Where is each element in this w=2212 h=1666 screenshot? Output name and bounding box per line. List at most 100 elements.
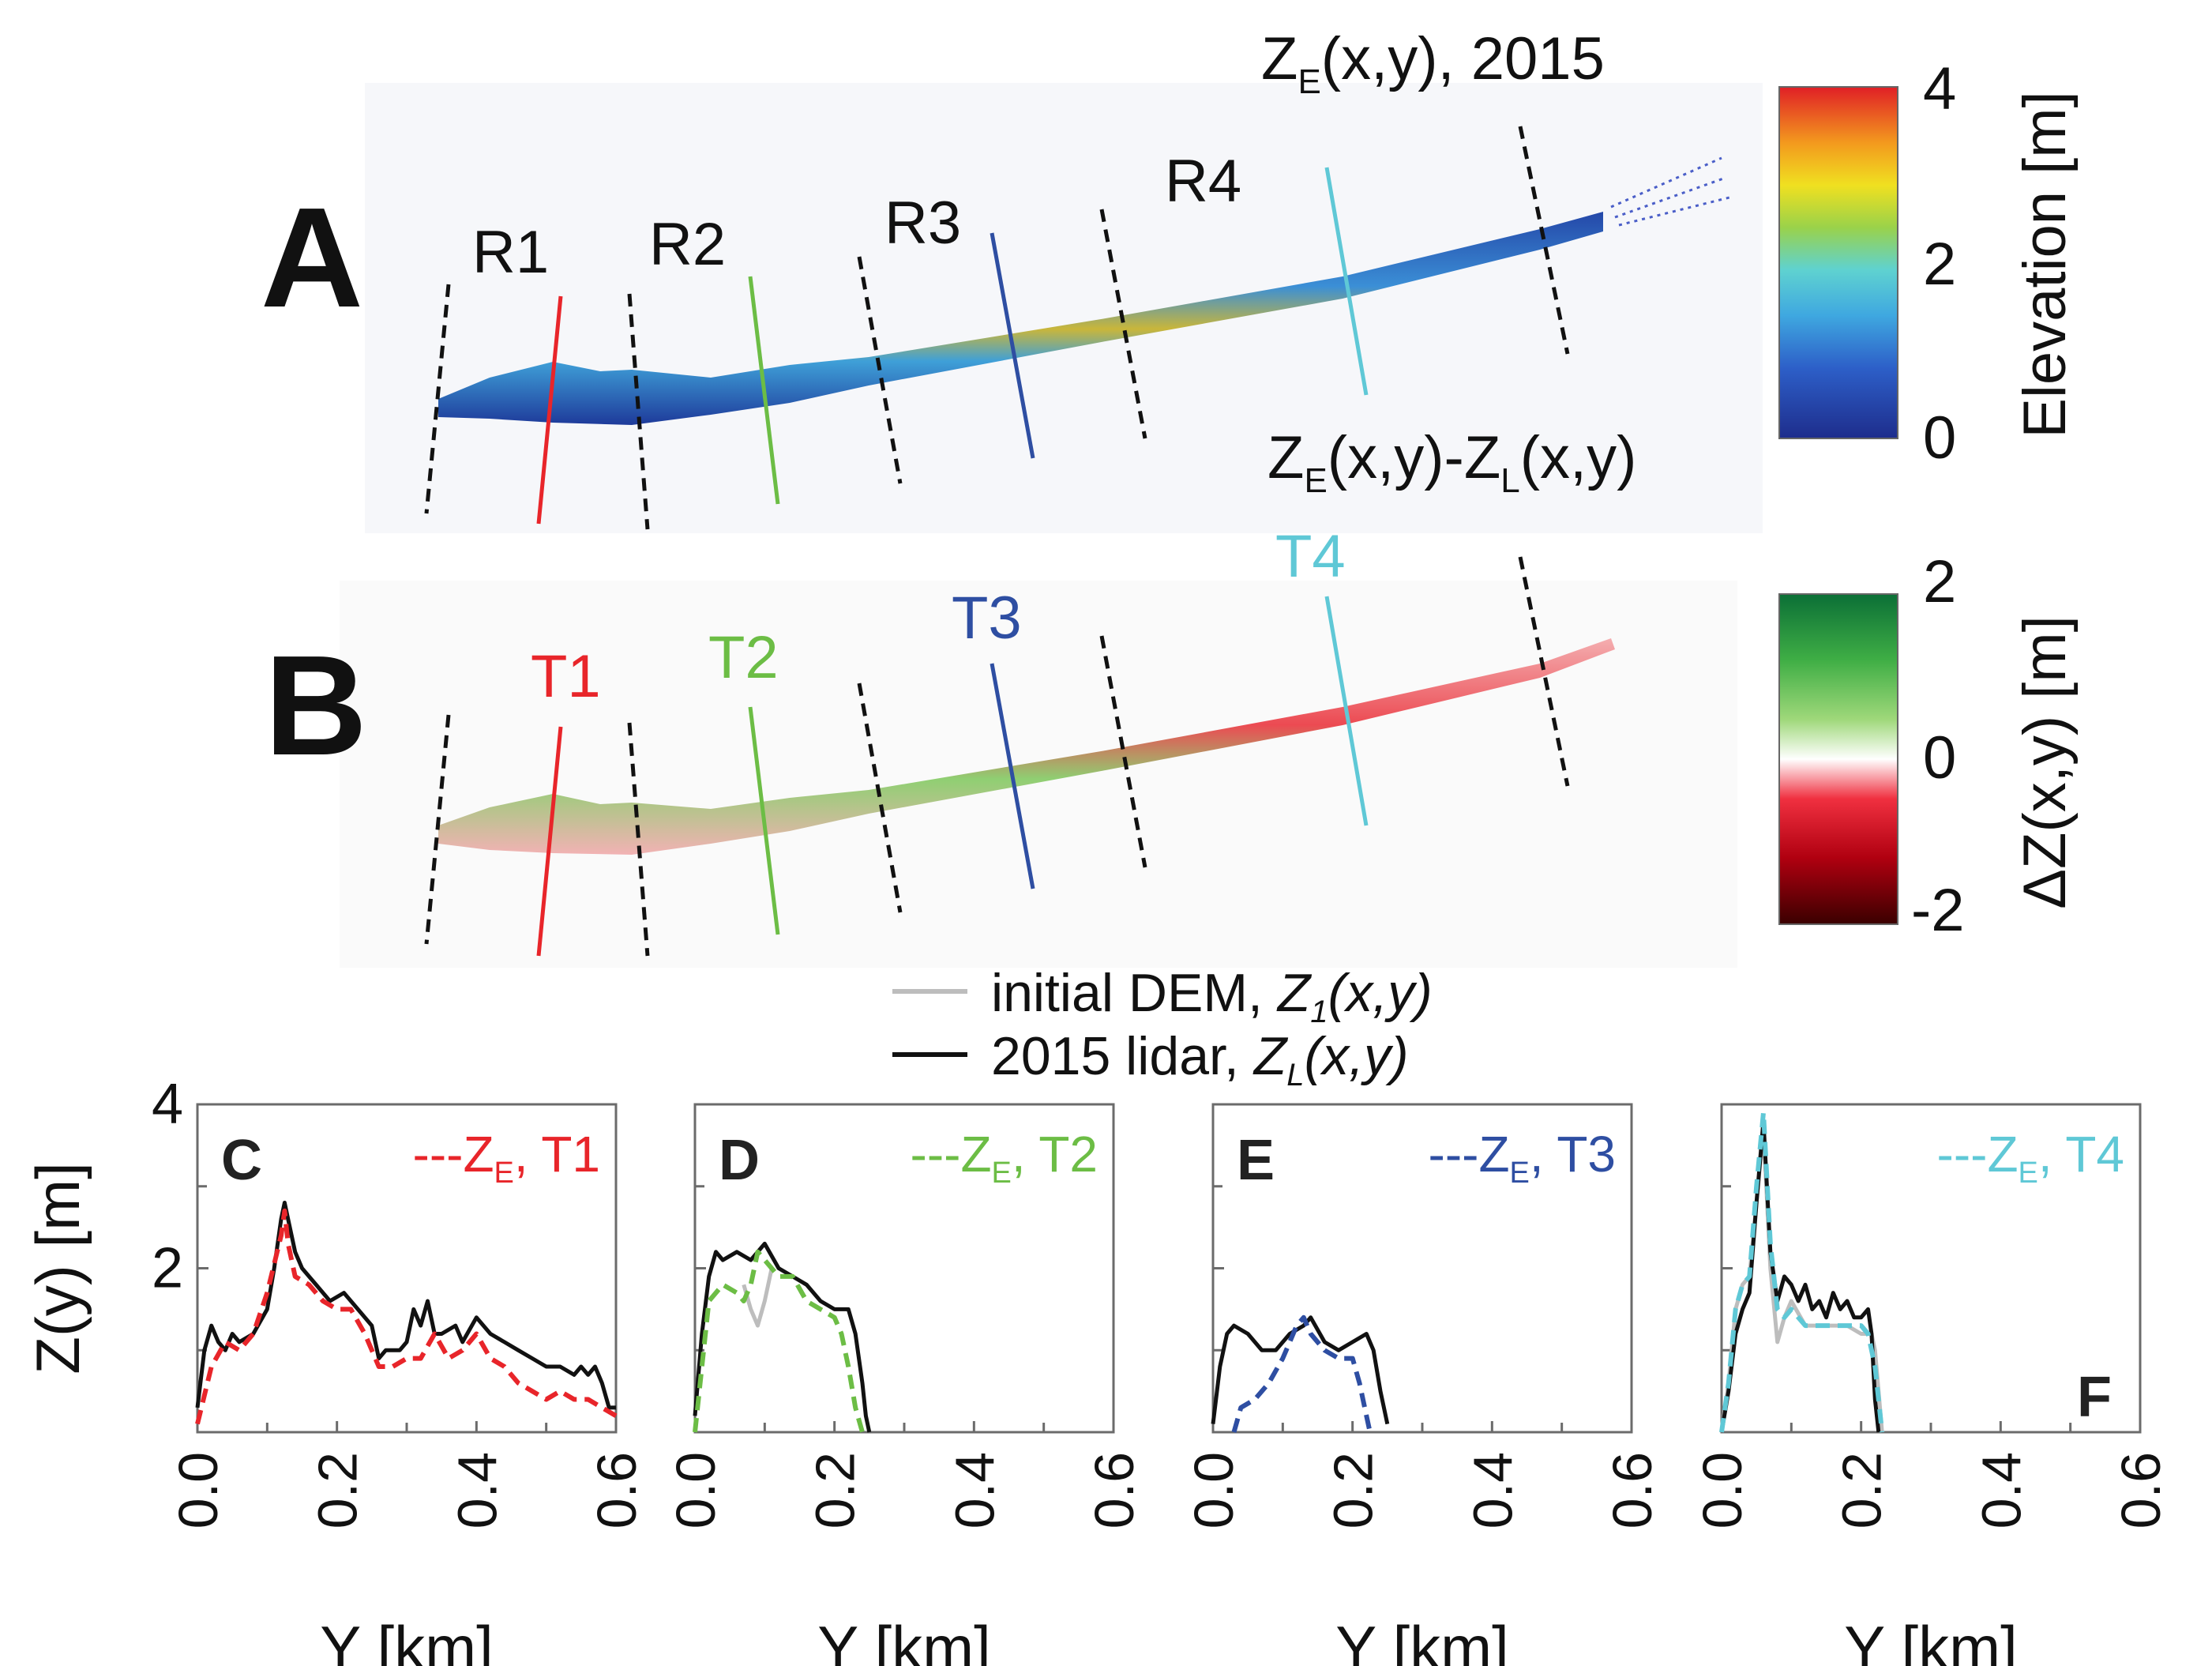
elevation-colorbar-label: Elevation [m]: [2011, 91, 2079, 438]
chart-e-xtick-label: 0.6: [1602, 1452, 1663, 1529]
chart-c-xtick-label: 0.6: [586, 1452, 648, 1529]
legend-dem-text: initial DEM,: [991, 963, 1278, 1023]
dz-section-boundary-1: [424, 714, 451, 945]
chart-e: 0.0 0.2 0.4 0.6 E ---ZE, T3 Y [km]: [1183, 1103, 1663, 1666]
chart-d-xtick-label: 0.4: [944, 1452, 1005, 1529]
legend-dem-sub: 1: [1310, 995, 1328, 1029]
dz-transect-line-t2: [748, 706, 780, 935]
panel-b-title-p2: (x,y)-Z: [1328, 424, 1500, 491]
transect-line-t1: [536, 295, 563, 525]
section-label-r1: R1: [472, 219, 549, 286]
chart-e-series-2015-lidar: [1211, 1315, 1390, 1425]
chart-d-series-ze-t2: [693, 1249, 865, 1433]
legend-dem-label: initial DEM, Z1(x,y): [991, 963, 1433, 1029]
chart-d-xtick-label: 0.0: [665, 1452, 727, 1529]
elevation-tick-2: 2: [1923, 231, 1956, 298]
chart-c-ylabel: Z(y) [m]: [23, 1162, 92, 1375]
chart-e-xtick-label: 0.0: [1183, 1452, 1245, 1529]
section-label-r2: R2: [649, 211, 726, 278]
elevation-band-tail: [1610, 156, 1730, 227]
section-label-r3: R3: [884, 190, 961, 257]
dz-tick-neg2: -2: [1911, 877, 1965, 944]
chart-d-xlabel: Y [km]: [817, 1613, 991, 1666]
profile-charts: 2 4 0.0 0.2 0.4 0.6 C ---ZE, T1 Y [km] Z(y) [m] 0.…: [23, 1073, 2172, 1666]
chart-c-xtick-label: 0.4: [446, 1452, 508, 1529]
chart-e-xtick-label: 0.4: [1462, 1452, 1523, 1529]
chart-d-frame: [693, 1103, 1115, 1434]
dz-transect-line-t1: [536, 726, 563, 957]
chart-d: 0.0 0.2 0.4 0.6 D ---ZE, T2 Y [km]: [665, 1103, 1145, 1666]
chart-c-xtick-label: 0.2: [307, 1452, 369, 1529]
section-label-r4: R4: [1165, 148, 1241, 215]
panel-a-title-sub: E: [1298, 62, 1320, 101]
chart-f-xtick-label: 0.6: [2110, 1452, 2172, 1529]
section-boundary-3: [857, 256, 903, 484]
chart-f: 0.0 0.2 0.4 0.6 F ---ZE, T4 Y [km]: [1692, 1103, 2172, 1666]
legend-lidar-label: 2015 lidar, ZL(x,y): [991, 1026, 1409, 1092]
chart-f-xlabel: Y [km]: [1844, 1613, 2018, 1666]
chart-e-xlabel: Y [km]: [1335, 1613, 1509, 1666]
section-boundary-1: [424, 284, 451, 514]
chart-d-xtick-label: 0.6: [1083, 1452, 1145, 1529]
dz-colorbar: [1778, 593, 1898, 925]
panel-b-title-p1: Z: [1267, 424, 1304, 491]
elevation-tick-4: 4: [1923, 55, 1956, 122]
chart-e-xtick-label: 0.2: [1323, 1452, 1384, 1529]
dz-section-boundary-4: [1099, 635, 1147, 868]
legend-lidar-tail: (x,y): [1305, 1026, 1409, 1086]
elevation-band: [438, 212, 1603, 425]
chart-c-panel-letter: C: [221, 1129, 262, 1192]
chart-c-xlabel: Y [km]: [320, 1613, 494, 1666]
chart-e-frame: [1211, 1103, 1633, 1434]
legend-lidar-sub: L: [1286, 1058, 1304, 1092]
chart-c-frame: [196, 1103, 618, 1434]
chart-e-legend: ---ZE, T3: [1429, 1126, 1616, 1190]
dz-section-boundary-5: [1518, 556, 1570, 787]
chart-f-panel-letter: F: [2077, 1366, 2112, 1429]
dz-tick-0: 0: [1923, 724, 1956, 792]
dz-band: [438, 638, 1615, 855]
chart-e-series-ze-t3: [1231, 1314, 1373, 1433]
chart-f-legend: ---ZE, T4: [1937, 1126, 2124, 1190]
dz-colorbar-label: ΔZ(x,y) [m]: [2011, 615, 2079, 909]
section-boundary-2: [627, 293, 650, 530]
dz-section-boundary-3: [857, 683, 903, 913]
elevation-colorbar: [1778, 86, 1898, 439]
panel-a: A R1 R2 R3 R4 ZE(x,y), 2015 ZE(x,y)-ZL(x…: [261, 25, 2079, 533]
chart-f-series-ze-t4: [1719, 1110, 1885, 1433]
chart-f-xtick-label: 0.0: [1692, 1452, 1753, 1529]
chart-c-legend: ---ZE, T1: [413, 1126, 600, 1190]
chart-d-series-2015-lidar: [693, 1241, 872, 1433]
panel-b-title: ZE(x,y)-ZL(x,y): [1267, 424, 1636, 500]
chart-c-series-ze-t1: [195, 1208, 618, 1425]
transect-label-t1: T1: [531, 643, 601, 710]
chart-d-series-initial-dem: [742, 1267, 774, 1328]
section-boundary-4: [1099, 209, 1147, 439]
dz-transect-line-t3: [990, 663, 1035, 889]
panel-a-backdrop: [365, 83, 1763, 533]
legend: initial DEM, Z1(x,y) 2015 lidar, ZL(x,y): [892, 963, 1433, 1092]
chart-d-panel-letter: D: [719, 1129, 760, 1192]
chart-d-legend: ---ZE, T2: [911, 1126, 1098, 1190]
panel-b-title-s2: L: [1500, 461, 1519, 500]
transect-label-t3: T3: [952, 585, 1022, 652]
panel-b-title-s1: E: [1304, 461, 1327, 500]
panel-a-title: ZE(x,y), 2015: [1261, 25, 1605, 101]
panel-a-letter: A: [261, 179, 363, 337]
transect-line-t3: [990, 232, 1035, 459]
transect-label-t4: T4: [1275, 523, 1346, 590]
legend-lidar-text: 2015 lidar,: [991, 1026, 1254, 1086]
chart-c-ytick-label: 4: [152, 1073, 183, 1136]
chart-c-ytick-label: 2: [152, 1237, 183, 1300]
chart-f-xtick-label: 0.4: [1970, 1452, 2032, 1529]
chart-d-xtick-label: 0.2: [805, 1452, 866, 1529]
legend-dem-math: Z: [1276, 963, 1313, 1023]
panel-b-title-p3: (x,y): [1520, 424, 1637, 491]
section-boundary-5: [1518, 126, 1570, 355]
chart-f-xtick-label: 0.2: [1831, 1452, 1893, 1529]
transect-label-t2: T2: [708, 624, 779, 691]
dz-tick-2: 2: [1923, 548, 1956, 615]
chart-f-series-2015-lidar: [1719, 1119, 1881, 1433]
panel-b-letter: B: [265, 626, 367, 785]
